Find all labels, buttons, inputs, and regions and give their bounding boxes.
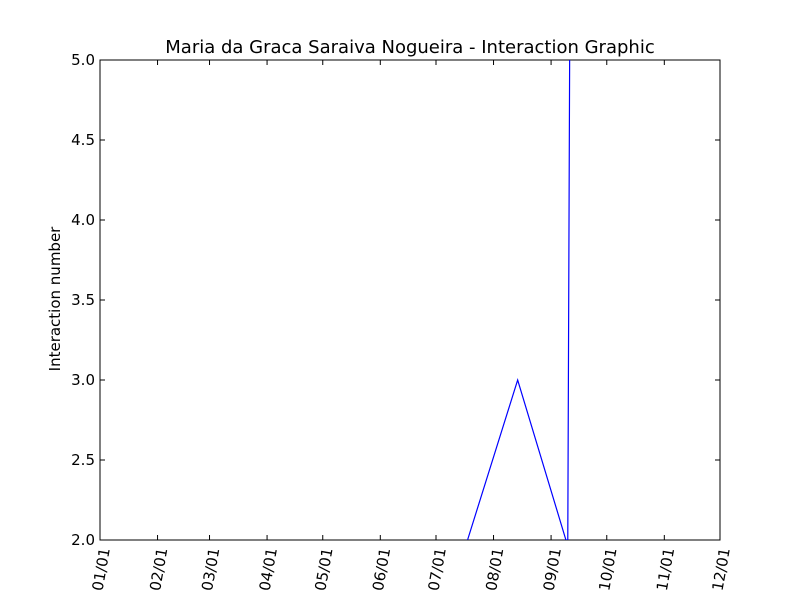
y-tick-label: 4.5 (71, 131, 95, 149)
x-tick-label: 03/01 (198, 546, 223, 592)
y-tick-label: 4.0 (71, 211, 95, 229)
x-tick-label: 11/01 (653, 546, 678, 592)
plot-area (99, 59, 721, 541)
y-tick-label: 2.5 (71, 451, 95, 469)
x-tick-label: 08/01 (482, 546, 507, 592)
y-axis-label: Interaction number (46, 226, 64, 372)
y-tick-label: 3.0 (71, 371, 95, 389)
y-tick-label: 3.5 (71, 291, 95, 309)
chart-title: Maria da Graca Saraiva Nogueira - Intera… (165, 37, 654, 58)
x-tick-label: 12/01 (709, 546, 734, 592)
x-tick-label: 06/01 (369, 546, 394, 592)
x-tick-label: 09/01 (540, 546, 565, 592)
x-tick-label: 04/01 (256, 546, 281, 592)
y-tick-label: 2.0 (71, 531, 95, 549)
y-tick-label: 5.0 (71, 51, 95, 69)
x-tick-label: 02/01 (146, 546, 171, 592)
series-line-0 (466, 60, 571, 540)
x-tick-label: 10/01 (595, 546, 620, 592)
x-tick-label: 07/01 (425, 546, 450, 592)
x-tick-label: 01/01 (89, 546, 114, 592)
x-tick-label: 05/01 (311, 546, 336, 592)
